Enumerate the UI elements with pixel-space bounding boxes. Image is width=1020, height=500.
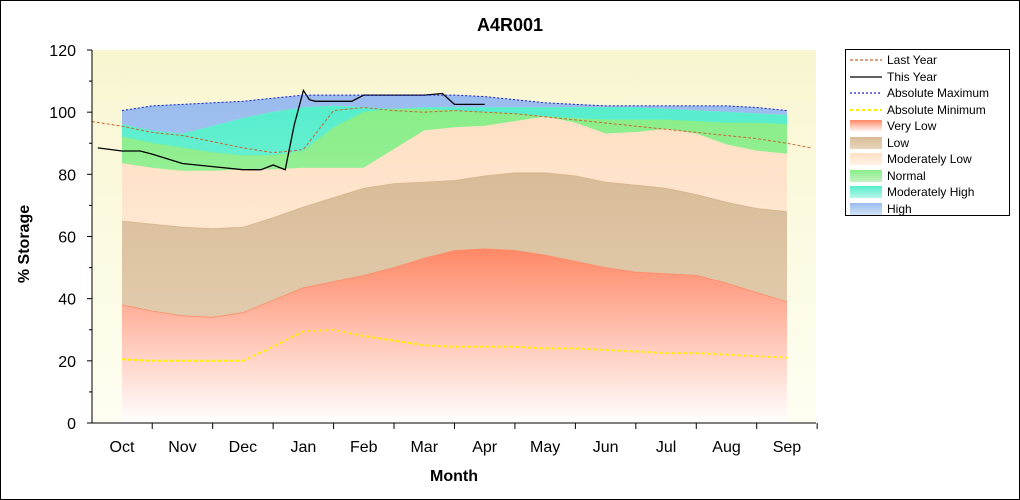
legend-swatch <box>850 120 882 132</box>
legend-item-high: High <box>846 201 1009 217</box>
legend-label: Absolute Maximum <box>887 86 990 100</box>
legend-swatch <box>850 59 882 61</box>
x-tick-label: Feb <box>350 439 378 456</box>
legend-label: Normal <box>887 168 926 183</box>
legend-item-normal: Normal <box>846 168 1009 184</box>
legend-swatch <box>850 136 882 149</box>
y-tick-label: 100 <box>49 105 76 122</box>
legend-swatch <box>850 153 882 165</box>
chart-title: A4R001 <box>477 15 543 35</box>
band-edge-very-low <box>121 248 788 318</box>
y-tick-label: 120 <box>49 43 76 60</box>
legend-item-last-year: Last Year <box>846 52 1009 68</box>
x-tick-label: Mar <box>410 439 438 456</box>
legend-item-absolute-minimum: Absolute Minimum <box>846 102 1009 118</box>
series-this-year <box>97 88 485 171</box>
chart-legend: Last Year This Year Absolute Maximum Absolu… <box>845 49 1010 216</box>
legend-swatch <box>850 186 882 198</box>
x-tick-label: Sep <box>773 439 802 456</box>
series-absolute-minimum <box>121 328 788 362</box>
legend-swatch <box>850 108 882 111</box>
x-tick-label: Apr <box>472 439 498 456</box>
legend-item-very-low: Very Low <box>846 118 1009 134</box>
y-tick-label: 80 <box>58 167 76 184</box>
x-tick-label: Jun <box>593 439 619 456</box>
x-axis-label: Month <box>430 468 478 485</box>
legend-item-moderately-high: Moderately High <box>846 184 1009 200</box>
y-tick-label: 40 <box>58 292 76 309</box>
x-tick-label: Jan <box>290 439 316 456</box>
x-tick-label: May <box>530 439 560 456</box>
x-tick-label: Dec <box>229 439 257 456</box>
legend-swatch <box>850 92 882 94</box>
band-very-low <box>122 248 787 423</box>
series-absolute-maximum <box>121 94 788 112</box>
band-edge-low <box>121 172 788 230</box>
x-tick-label: Jul <box>656 439 676 456</box>
legend-label: This Year <box>887 69 938 84</box>
legend-label: High <box>887 201 912 216</box>
legend-label: Very Low <box>887 119 937 133</box>
y-axis-label: % Storage <box>16 205 33 283</box>
legend-swatch <box>850 169 882 182</box>
legend-item-low: Low <box>846 135 1009 151</box>
x-tick-label: Oct <box>110 439 135 456</box>
legend-label: Last Year <box>887 53 938 67</box>
legend-label: Low <box>887 135 910 150</box>
y-tick-label: 20 <box>58 354 76 371</box>
y-tick-label: 0 <box>67 416 76 433</box>
series-last-year <box>91 106 812 154</box>
legend-label: Moderately Low <box>887 152 972 166</box>
band-edge-moderately-high <box>121 105 788 135</box>
legend-item-absolute-maximum: Absolute Maximum <box>846 85 1009 101</box>
legend-item-this-year: This Year <box>846 69 1009 85</box>
legend-label: Absolute Minimum <box>887 102 986 117</box>
legend-item-moderately-low: Moderately Low <box>846 151 1009 167</box>
x-tick-label: Nov <box>168 439 196 456</box>
legend-swatch <box>850 202 882 215</box>
x-tick-label: Aug <box>712 439 740 456</box>
y-tick-label: 60 <box>58 230 76 247</box>
legend-swatch <box>850 75 882 78</box>
legend-label: Moderately High <box>887 185 975 199</box>
